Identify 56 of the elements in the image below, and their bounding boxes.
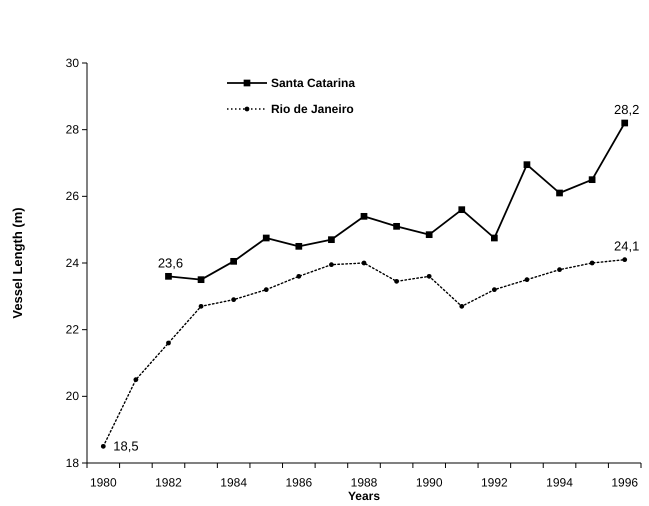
data-label: 28,2 [614, 102, 640, 117]
data-label: 23,6 [158, 255, 184, 270]
point [492, 287, 497, 292]
legend-label: Rio de Janeiro [271, 102, 354, 116]
data-label: 18,5 [113, 438, 139, 454]
point [230, 258, 237, 265]
point [459, 304, 464, 309]
point [588, 176, 596, 184]
point [362, 260, 366, 266]
y-axis-title: Vessel Length (m) [10, 207, 25, 319]
point [621, 120, 628, 126]
point [426, 274, 432, 279]
point [426, 231, 433, 238]
point [557, 267, 562, 272]
y-tick-label: 24 [66, 256, 80, 270]
y-tick-label: 20 [66, 389, 80, 404]
point [329, 262, 334, 268]
point [393, 222, 400, 230]
point [198, 276, 204, 284]
y-tick-label: 30 [66, 56, 80, 70]
x-tick-label: 1992 [481, 476, 508, 490]
y-tick-label: 18 [66, 456, 80, 470]
point [100, 444, 106, 449]
y-tick-label: 22 [66, 322, 80, 337]
point [394, 278, 399, 284]
x-tick-label: 1982 [155, 476, 182, 490]
x-axis-title: Years [348, 489, 380, 503]
x-tick-label: 1994 [546, 476, 574, 490]
point [296, 274, 302, 279]
point [360, 212, 368, 220]
point [328, 236, 335, 244]
point [458, 206, 466, 214]
data-label: 24,1 [614, 238, 640, 254]
point [295, 242, 302, 250]
y-tick-label: 28 [66, 122, 80, 137]
point [198, 304, 204, 309]
point [231, 297, 236, 302]
point [590, 260, 595, 266]
point [262, 234, 270, 242]
point [524, 161, 530, 168]
point [524, 277, 530, 282]
point [133, 377, 138, 382]
y-tick-label: 26 [66, 189, 80, 204]
x-tick-label: 1986 [285, 476, 312, 490]
point [264, 287, 269, 292]
x-tick-label: 1984 [220, 476, 248, 490]
legend-label: Santa Catarina [271, 76, 356, 90]
x-tick-label: 1980 [90, 476, 117, 490]
point [622, 257, 628, 262]
x-tick-label: 1996 [611, 476, 638, 490]
point [165, 272, 172, 280]
point [556, 190, 563, 196]
x-tick-label: 1988 [350, 476, 378, 490]
point [491, 234, 498, 242]
x-tick-label: 1990 [416, 476, 443, 490]
point [166, 340, 171, 346]
